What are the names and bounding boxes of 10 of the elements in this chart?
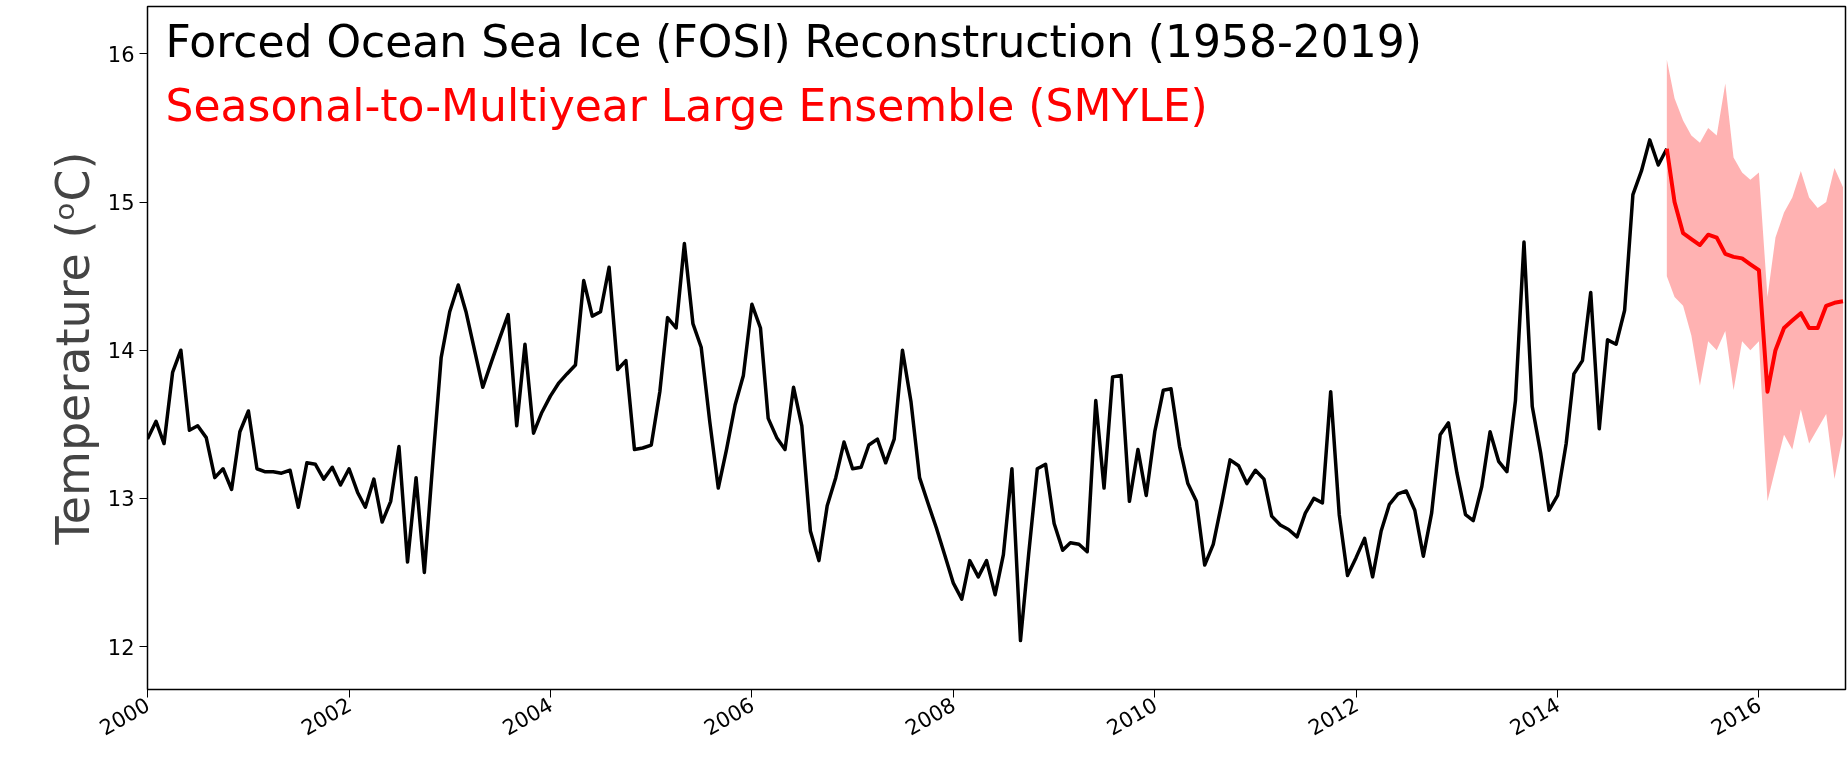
text: Seasonal-to-Multiyear Large Ensemble (SMYLE) (165, 79, 1208, 131)
y-tick-label: 13 (107, 487, 135, 512)
y-tick-label: 15 (107, 191, 135, 216)
y-tick-label: 14 (107, 339, 135, 364)
y-tick-label: 12 (107, 635, 135, 660)
y-tick-label: 16 (107, 42, 135, 67)
legend-label: Forced Ocean Sea Ice (FOSI) Reconstruction (1958-2019) (165, 15, 1422, 67)
y-axis-title: Temperature (ᵒC) (45, 151, 100, 546)
line-series (1664, 146, 1846, 394)
line-series (147, 138, 1669, 643)
